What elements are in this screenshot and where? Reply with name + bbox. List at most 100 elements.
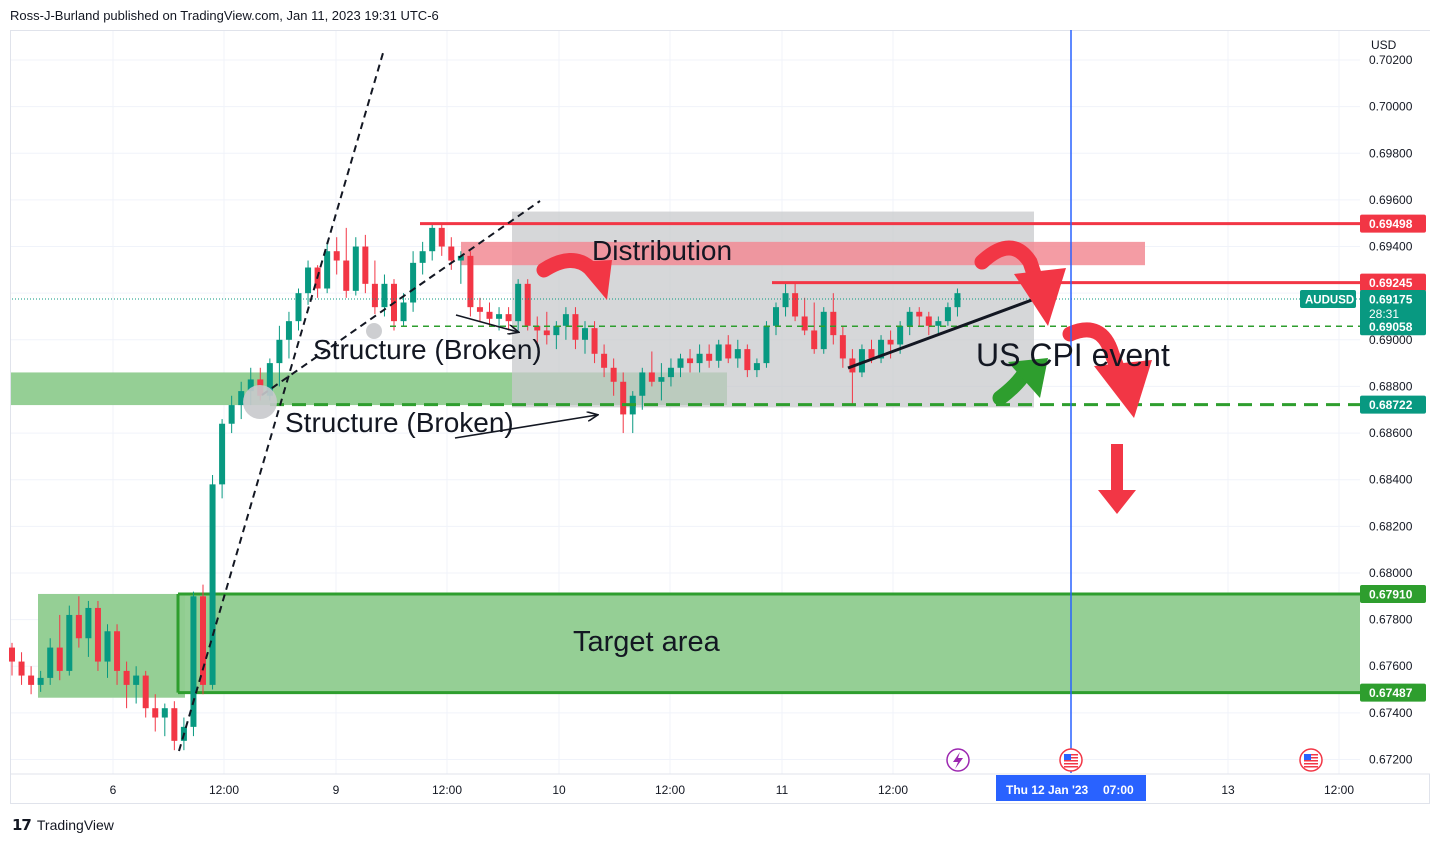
candle-body <box>639 372 646 396</box>
candle-body <box>343 260 350 291</box>
candle <box>94 600 101 671</box>
candle-body <box>400 302 407 322</box>
candle-body <box>820 311 827 350</box>
candle <box>744 344 751 378</box>
candle <box>285 311 292 359</box>
price-tick-label: 0.69000 <box>1369 333 1413 347</box>
candle <box>839 325 846 368</box>
candle <box>858 344 865 378</box>
candle <box>524 279 531 331</box>
candle-body <box>543 330 550 336</box>
candle-body <box>161 708 168 718</box>
candle-body <box>610 367 617 382</box>
candle-body <box>448 246 455 261</box>
us-flag-event-icon <box>1299 748 1323 772</box>
candle <box>419 241 426 275</box>
candle-body <box>266 363 273 396</box>
price-tick-label: 0.69600 <box>1369 193 1413 207</box>
time-axis: 6 12:00 9 12:00 10 12:00 11 12:00 13 12:00 Thu 12 … <box>11 773 1430 801</box>
price-label-badge: 0.67487 <box>1360 683 1426 702</box>
annotation-structure_upper: Structure (Broken) <box>313 334 542 365</box>
candle <box>171 701 178 751</box>
candle-body <box>773 307 779 326</box>
candle-body <box>811 330 818 350</box>
candle <box>782 283 789 317</box>
tradingview-logo[interactable]: 17 TradingView <box>12 816 114 834</box>
structure-circle-icon <box>243 385 277 419</box>
time-highlight-time: 07:00 <box>1103 783 1134 797</box>
candle-body <box>305 267 312 294</box>
target-area <box>178 593 1360 693</box>
candle <box>238 381 245 420</box>
candle-body <box>601 353 608 368</box>
candle <box>878 335 885 364</box>
candle <box>706 344 713 368</box>
structure-circle-icon <box>366 323 382 339</box>
candle-body <box>753 363 760 371</box>
candle-body <box>572 314 579 340</box>
time-tick-label: 6 <box>110 783 117 797</box>
candle-body <box>94 607 101 662</box>
price-tick-label: 0.67800 <box>1369 613 1413 627</box>
candle-body <box>715 344 722 361</box>
candle-body <box>142 675 149 709</box>
candle-body <box>534 325 541 331</box>
curved-arrow-down-icon-head <box>575 260 612 300</box>
price-tick-label: 0.69400 <box>1369 240 1413 254</box>
curved-arrow-down-icon-shaft <box>1062 322 1126 378</box>
candle <box>37 670 44 692</box>
price-tick-label: 0.67400 <box>1369 706 1413 720</box>
time-tick-label: 12:00 <box>209 783 239 797</box>
candle <box>295 288 302 331</box>
candle-body <box>687 358 694 364</box>
candle <box>515 279 522 331</box>
price-label-badge: 0.68722 <box>1360 395 1426 414</box>
left-demand <box>38 593 185 698</box>
symbol-tag-label: AUDUSD <box>1305 294 1354 306</box>
price-tick-label: 0.67200 <box>1369 753 1413 767</box>
candle-body <box>123 670 130 685</box>
candle-body <box>209 484 216 685</box>
candle <box>954 288 961 317</box>
candle-body <box>734 349 741 359</box>
candle-body <box>114 631 121 671</box>
candle <box>190 591 197 737</box>
price-label-badge: 0.69245 <box>1360 273 1426 292</box>
candle <box>916 307 923 326</box>
candle <box>591 321 598 364</box>
candle <box>352 237 359 296</box>
candle-body <box>9 647 15 662</box>
candle <box>715 339 722 368</box>
candle-body <box>658 377 665 382</box>
candle <box>696 344 703 373</box>
candle-body <box>324 251 331 289</box>
candle-body <box>667 367 674 378</box>
price-tick-label: 0.68800 <box>1369 379 1413 393</box>
candle <box>820 307 827 354</box>
curved-arrow-down-icon-shaft <box>974 240 1044 288</box>
candle <box>56 614 63 681</box>
candle <box>906 307 913 336</box>
candle-body <box>744 349 751 371</box>
price-tick-label: 0.70200 <box>1369 53 1413 67</box>
current-price-value: 0.69175 <box>1369 292 1413 306</box>
footer-brand: TradingView <box>36 817 114 833</box>
candle <box>534 316 541 345</box>
curved-arrow-up-icon <box>992 358 1048 406</box>
candle <box>133 666 140 704</box>
candle-body <box>47 647 54 678</box>
candle <box>75 596 82 648</box>
candle <box>276 325 283 387</box>
candle-body <box>476 307 483 312</box>
candle <box>687 349 694 373</box>
candle <box>429 223 436 261</box>
arrow-down-head <box>1098 490 1136 514</box>
annotation-us_cpi: US CPI event <box>976 337 1170 373</box>
trendline-solid <box>847 292 1049 370</box>
candle-body <box>706 353 713 361</box>
candle-body <box>792 293 799 317</box>
candle <box>228 395 235 434</box>
candle-body <box>677 358 684 368</box>
candle <box>792 283 799 322</box>
